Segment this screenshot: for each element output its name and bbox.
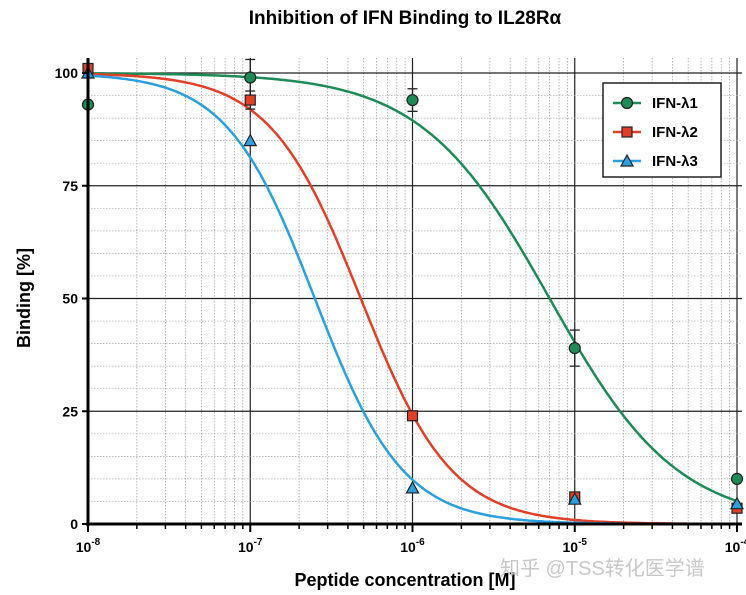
square-marker [621,126,633,138]
y-tick-label: 0 [70,516,78,532]
axes: 0 25 50 75 100 10-8 10-7 10-6 10-5 10-4 [55,58,746,555]
x-tick-label: 10-6 [400,537,425,555]
data-points [80,58,745,514]
grid [87,58,742,525]
legend-label: IFN-λ3 [652,153,698,170]
fit-curve-circle [88,72,738,503]
x-axis-label: Peptide concentration [M] [294,570,515,590]
circle-marker [244,71,257,84]
square-marker [244,94,256,106]
legend: IFN-λ1 IFN-λ2 IFN-λ3 [602,82,722,178]
circle-marker [730,472,744,485]
x-tick-label: 10-7 [238,537,263,555]
legend-label: IFN-λ2 [652,124,698,141]
y-axis-label: Binding [%] [14,248,34,348]
y-tick-label: 75 [62,178,78,194]
triangle-marker [729,496,745,510]
triangle-marker [405,480,420,494]
x-tick-label: 10-5 [563,537,588,555]
chart-title: Inhibition of IFN Binding to IL28Rα [249,8,562,29]
square-marker [406,410,419,422]
y-tick-label: 100 [55,65,79,81]
legend-label: IFN-λ1 [652,95,698,112]
circle-marker [406,93,419,107]
x-tick-label: 10-8 [76,537,101,555]
triangle-marker [567,491,582,505]
y-tick-label: 25 [62,403,78,419]
triangle-marker [243,133,258,147]
circle-marker [568,342,581,355]
triangle-marker [619,153,635,167]
x-tick-label: 10-4 [725,537,746,555]
watermark: 知乎 @TSS转化医学谱 [500,557,705,580]
y-tick-label: 50 [62,291,78,307]
circle-marker [620,96,634,110]
